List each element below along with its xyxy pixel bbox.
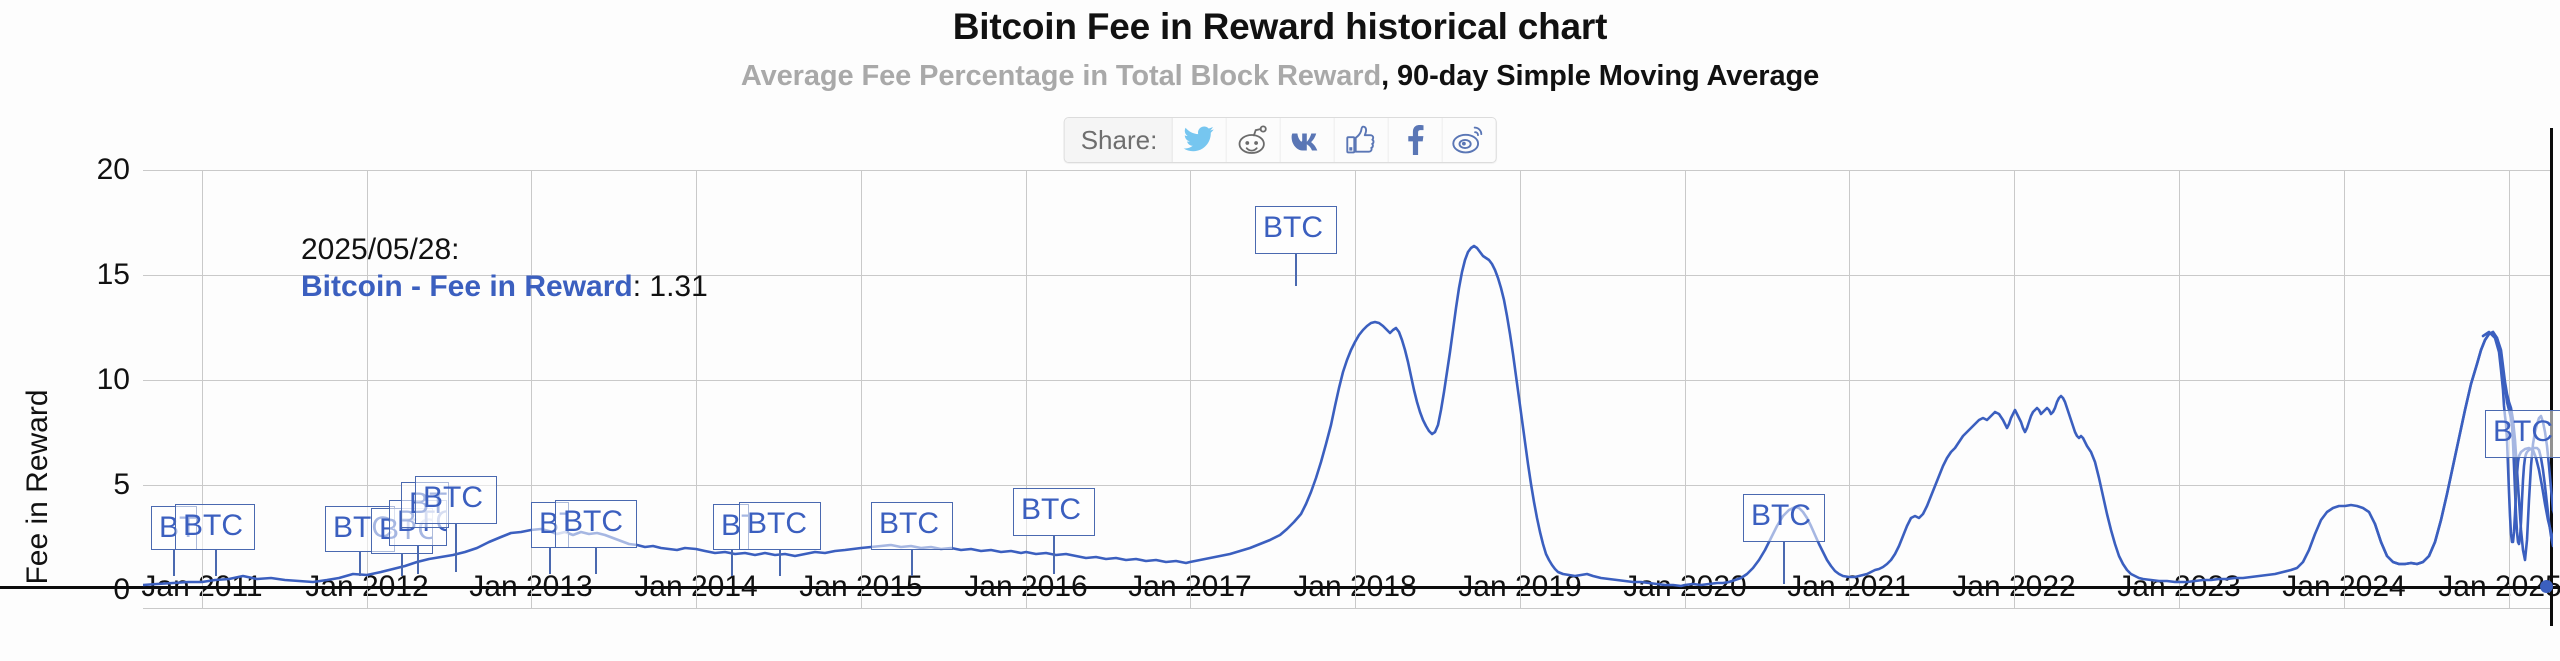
share-bar: Share:	[1063, 117, 1497, 163]
btc-label-stem	[731, 550, 733, 576]
share-vk-button[interactable]	[1280, 118, 1335, 162]
btc-data-label[interactable]: BTC	[1255, 206, 1337, 254]
plot-region: BTC BTC BTC BTC BTC BTC BTC BTC BTC BTC …	[0, 128, 2560, 626]
gridline-x-2016	[1026, 170, 1027, 608]
btc-data-label[interactable]: BTC	[555, 500, 637, 548]
y-tick-0: 0	[113, 573, 130, 606]
btc-label-stem	[779, 550, 781, 576]
series-endpoint-marker	[2540, 580, 2553, 593]
btc-label-stem	[359, 552, 361, 576]
btc-label-stem	[549, 548, 551, 574]
gridline-x-2015	[861, 170, 862, 608]
btc-label-stem	[215, 550, 217, 576]
facebook-icon	[1405, 124, 1425, 156]
btc-label-stem	[173, 550, 175, 576]
btc-data-label[interactable]: BTC	[871, 502, 953, 550]
gridline-x-2019	[1520, 170, 1521, 608]
share-weibo-button[interactable]	[1442, 118, 1496, 162]
tooltip-row: Bitcoin - Fee in Reward: 1.31	[301, 269, 708, 306]
y-axis-title: Fee in Reward	[21, 389, 54, 585]
btc-label-stem	[1053, 536, 1055, 574]
btc-data-label[interactable]: BTC	[1743, 494, 1825, 542]
reddit-icon	[1237, 125, 1269, 155]
gridline-y5	[143, 485, 2553, 486]
gridline-x-2023	[2179, 170, 2180, 608]
share-twitter-button[interactable]	[1172, 118, 1227, 162]
btc-data-label[interactable]: BTC	[2485, 410, 2560, 458]
facebook-like-icon	[1345, 125, 1377, 155]
weibo-icon	[1452, 125, 1486, 155]
btc-data-label[interactable]: BTC	[415, 476, 497, 524]
tooltip-series-name: Bitcoin - Fee in Reward	[301, 269, 633, 303]
gridline-x-2021	[1849, 170, 1850, 608]
series-line-endtail	[2481, 330, 2553, 544]
btc-label-stem	[417, 546, 419, 574]
gridline-bottom	[143, 608, 2553, 609]
subtitle-muted: Average Fee Percentage in Total Block Re…	[740, 60, 1382, 92]
gridline-x-2011	[202, 170, 203, 608]
gridline-x-2025	[2509, 170, 2510, 608]
tooltip-value: : 1.31	[632, 269, 708, 303]
btc-label-stem	[911, 550, 913, 576]
btc-label-stem	[1295, 254, 1297, 286]
share-facebook-like-button[interactable]	[1334, 118, 1389, 162]
gridline-y15	[143, 275, 2553, 276]
zero-baseline	[0, 586, 2560, 589]
btc-data-label[interactable]: BTC	[175, 504, 255, 550]
gridline-y10	[143, 380, 2553, 381]
y-tick-20: 20	[96, 153, 130, 186]
btc-label-stem	[595, 548, 597, 574]
gridline-x-2014	[696, 170, 697, 608]
gridline-x-2018	[1355, 170, 1356, 608]
y-tick-5: 5	[113, 468, 130, 501]
share-reddit-button[interactable]	[1226, 118, 1281, 162]
btc-data-label[interactable]: BTC	[739, 502, 821, 550]
vk-icon	[1290, 127, 1324, 153]
chart-area: Fee in Reward 20 15 10 5 0 Jan 2011 Jan …	[0, 128, 2560, 661]
share-label: Share:	[1064, 118, 1173, 162]
tooltip-date: 2025/05/28:	[301, 233, 460, 266]
gridline-y20	[143, 170, 2553, 171]
gridline-x-2022	[2014, 170, 2015, 608]
btc-label-stem	[2515, 458, 2517, 498]
y-tick-15: 15	[96, 258, 130, 291]
twitter-icon	[1183, 126, 1215, 154]
page-subtitle: Average Fee Percentage in Total Block Re…	[0, 60, 2560, 93]
btc-data-label[interactable]: BTC	[1013, 488, 1095, 536]
btc-label-stem	[1783, 542, 1785, 584]
gridline-x-2013	[531, 170, 532, 608]
hover-tooltip: 2025/05/28: Bitcoin - Fee in Reward: 1.3…	[301, 232, 708, 305]
page-title: Bitcoin Fee in Reward historical chart	[952, 6, 1608, 47]
subtitle-strong: , 90-day Simple Moving Average	[1381, 60, 1820, 92]
btc-label-stem	[455, 524, 457, 572]
gridline-x-2017	[1190, 170, 1191, 608]
right-axis-line	[2550, 128, 2553, 626]
gridline-x-2020	[1685, 170, 1686, 608]
btc-label-stem	[401, 554, 403, 576]
gridline-x-2024	[2344, 170, 2345, 608]
gridline-x-2012	[367, 170, 368, 608]
y-tick-10: 10	[96, 363, 130, 396]
share-facebook-button[interactable]	[1388, 118, 1443, 162]
y-axis-ticks: 20 15 10 5 0	[60, 153, 130, 610]
